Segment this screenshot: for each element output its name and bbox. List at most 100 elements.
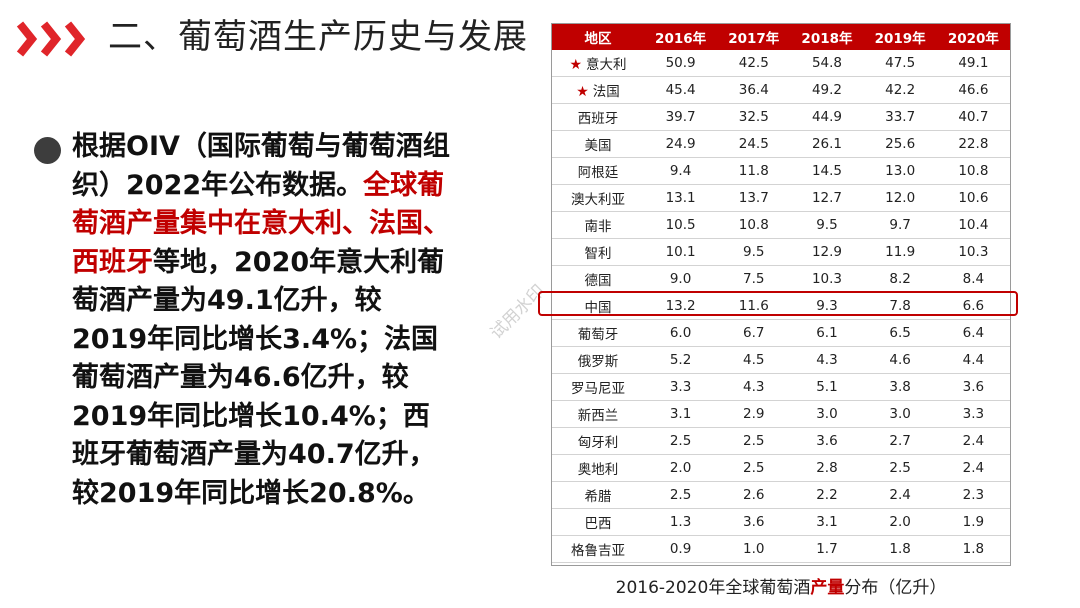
value-cell: 50.9 xyxy=(644,50,718,77)
star-icon: ★ xyxy=(569,57,583,73)
bullet-text-highlight: 全球葡萄酒产量集中在意大利、法国、西班牙 xyxy=(72,169,450,278)
region-cell: 德国 xyxy=(552,265,644,293)
table-row: 罗马尼亚 3.3 4.3 5.1 3.8 3.6 xyxy=(552,373,1010,401)
production-table: 地区 2016年 2017年 2018年 2019年 2020年 ★ 意大利 50.… xyxy=(551,23,1011,566)
region-label: 澳大利亚 xyxy=(571,192,625,208)
value-cell: 25.6 xyxy=(863,130,937,158)
value-cell: 7.5 xyxy=(717,265,791,293)
column-header: 2018年 xyxy=(790,24,864,50)
table-header-row: 地区 2016年 2017年 2018年 2019年 2020年 xyxy=(552,24,1010,50)
region-label: 智利 xyxy=(584,246,612,262)
value-cell: 36.4 xyxy=(717,76,791,104)
region-cell: 澳大利亚 xyxy=(552,184,644,212)
value-cell: 10.8 xyxy=(936,157,1010,185)
table-row: 新西兰 3.1 2.9 3.0 3.0 3.3 xyxy=(552,400,1010,428)
value-cell: 1.8 xyxy=(936,535,1010,563)
value-cell: 3.6 xyxy=(936,373,1010,401)
value-cell: 9.0 xyxy=(644,265,718,293)
value-cell: 11.9 xyxy=(863,238,937,266)
region-cell: 南非 xyxy=(552,211,644,239)
region-cell: 匈牙利 xyxy=(552,427,644,455)
value-cell: 45.4 xyxy=(644,76,718,104)
region-label: 美国 xyxy=(584,138,612,154)
value-cell: 12.0 xyxy=(863,184,937,212)
value-cell: 10.6 xyxy=(936,184,1010,212)
value-cell: 2.5 xyxy=(717,454,791,482)
value-cell: 5.2 xyxy=(644,346,718,374)
value-cell: 9.4 xyxy=(644,157,718,185)
value-cell: 9.5 xyxy=(790,211,864,239)
region-label: 巴西 xyxy=(584,516,612,532)
table-row: 俄罗斯 5.2 4.5 4.3 4.6 4.4 xyxy=(552,346,1010,374)
star-icon: ★ xyxy=(576,84,589,100)
value-cell: 10.5 xyxy=(644,211,718,239)
region-label: 新西兰 xyxy=(577,408,619,424)
value-cell: 1.0 xyxy=(717,535,791,563)
region-cell: 智利 xyxy=(552,238,644,266)
value-cell: 8.2 xyxy=(863,265,937,293)
region-label: 葡萄牙 xyxy=(577,327,619,343)
value-cell: 10.3 xyxy=(790,265,864,293)
region-label: 格鲁吉亚 xyxy=(571,543,625,559)
value-cell: 2.5 xyxy=(717,427,791,455)
table-row: 德国 9.0 7.5 10.3 8.2 8.4 xyxy=(552,265,1010,293)
table-caption: 2016-2020年全球葡萄酒产量分布（亿升） xyxy=(551,573,1011,598)
value-cell: 24.9 xyxy=(644,130,718,158)
region-label: 中国 xyxy=(584,300,612,316)
value-cell: 2.5 xyxy=(644,427,718,455)
value-cell: 2.2 xyxy=(790,481,864,509)
value-cell: 42.2 xyxy=(863,76,937,104)
region-cell: 葡萄牙 xyxy=(552,319,644,347)
value-cell: 2.7 xyxy=(863,427,937,455)
bullet-text-details: 等地，2020年意大利葡萄酒产量为49.1亿升，较2019年同比增长3.4%；法… xyxy=(72,246,445,509)
value-cell: 46.6 xyxy=(936,76,1010,104)
value-cell: 8.4 xyxy=(936,265,1010,293)
region-cell: ★ 意大利 xyxy=(552,50,644,77)
value-cell: 6.0 xyxy=(644,319,718,347)
value-cell: 6.4 xyxy=(936,319,1010,347)
table-row: 美国 24.9 24.5 26.1 25.6 22.8 xyxy=(552,130,1010,158)
region-cell: 罗马尼亚 xyxy=(552,373,644,401)
table-row: 西班牙 39.7 32.5 44.9 33.7 40.7 xyxy=(552,103,1010,131)
value-cell: 2.0 xyxy=(644,454,718,482)
value-cell: 3.0 xyxy=(863,400,937,428)
value-cell: 3.6 xyxy=(717,508,791,536)
value-cell: 2.9 xyxy=(717,400,791,428)
value-cell: 3.3 xyxy=(644,373,718,401)
value-cell: 32.5 xyxy=(717,103,791,131)
value-cell: 3.0 xyxy=(790,400,864,428)
value-cell: 33.7 xyxy=(863,103,937,131)
table-row: 匈牙利 2.5 2.5 3.6 2.7 2.4 xyxy=(552,427,1010,455)
caption-prefix: 2016-2020年全球葡萄酒 xyxy=(615,578,811,598)
value-cell: 39.7 xyxy=(644,103,718,131)
region-label: 奥地利 xyxy=(577,462,619,478)
value-cell: 1.7 xyxy=(790,535,864,563)
triple-chevron-right-icon xyxy=(16,21,86,57)
column-header: 2016年 xyxy=(644,24,718,50)
value-cell: 44.9 xyxy=(790,103,864,131)
region-cell: 格鲁吉亚 xyxy=(552,535,644,563)
value-cell: 26.1 xyxy=(790,130,864,158)
column-header: 地区 xyxy=(552,24,644,50)
value-cell: 5.1 xyxy=(790,373,864,401)
value-cell: 1.9 xyxy=(936,508,1010,536)
region-label: 匈牙利 xyxy=(577,435,619,451)
value-cell: 1.8 xyxy=(863,535,937,563)
value-cell: 3.6 xyxy=(790,427,864,455)
region-cell: 巴西 xyxy=(552,508,644,536)
table-row: 葡萄牙 6.0 6.7 6.1 6.5 6.4 xyxy=(552,319,1010,347)
value-cell: 4.5 xyxy=(717,346,791,374)
region-cell: 阿根廷 xyxy=(552,157,644,185)
value-cell: 10.4 xyxy=(936,211,1010,239)
value-cell: 6.7 xyxy=(717,319,791,347)
value-cell: 3.3 xyxy=(936,400,1010,428)
value-cell: 2.4 xyxy=(936,427,1010,455)
table-row: 南非 10.5 10.8 9.5 9.7 10.4 xyxy=(552,211,1010,239)
value-cell: 6.1 xyxy=(790,319,864,347)
region-label: 阿根廷 xyxy=(577,165,619,181)
column-header: 2020年 xyxy=(936,24,1010,50)
value-cell: 11.8 xyxy=(717,157,791,185)
value-cell: 6.5 xyxy=(863,319,937,347)
value-cell: 2.5 xyxy=(644,481,718,509)
value-cell: 49.2 xyxy=(790,76,864,104)
